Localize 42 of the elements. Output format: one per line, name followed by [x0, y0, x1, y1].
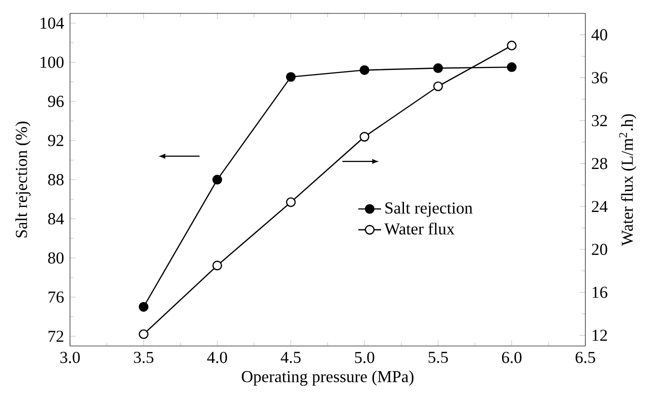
y2-axis-title: Water flux (L/m$^{2}$.h) [619, 114, 636, 246]
y-tick-label: 72 [48, 330, 64, 342]
point [212, 174, 222, 185]
x-tick-label: 3.0 [60, 352, 80, 364]
x-axis-title: Operating pressure (MPa) [242, 370, 414, 386]
point [286, 197, 296, 208]
x-tick-label: 6.5 [576, 352, 596, 364]
point [138, 302, 148, 312]
legend-label: Water flux [384, 222, 455, 235]
point [360, 132, 370, 142]
y-tick-label: 92 [48, 134, 64, 146]
point [138, 329, 148, 340]
y2-tick-label: 12 [592, 330, 607, 341]
point [286, 72, 296, 82]
y2-tick-label: 20 [592, 244, 608, 256]
x-tick-label: 4.5 [280, 352, 301, 364]
point [212, 260, 222, 270]
point [433, 63, 443, 73]
y2-tick-label: 16 [592, 286, 608, 298]
point [506, 40, 517, 50]
legend-label: Salt rejection [385, 202, 472, 218]
x-tick-label: 6.0 [502, 352, 522, 364]
point [506, 62, 517, 72]
y2-tick-label: 40 [591, 29, 608, 40]
y2-tick-label: 24 [592, 200, 608, 212]
point [433, 81, 443, 92]
y-axis-title: Salt rejection (%) [15, 122, 30, 238]
y-tick-label: 80 [48, 252, 64, 264]
x-tick-label: 5.0 [355, 352, 374, 364]
y-tick-label: 100 [40, 56, 64, 68]
point [360, 65, 370, 75]
y-tick-label: 76 [48, 291, 64, 303]
y-tick-label: 104 [40, 18, 64, 29]
y2-tick-label: 28 [592, 158, 608, 170]
y2-tick-label: 32 [592, 115, 607, 126]
x-tick-label: 5.5 [428, 352, 448, 363]
x-tick-label: 3.5 [134, 352, 154, 364]
y-tick-label: 96 [48, 96, 64, 107]
y-tick-label: 84 [48, 213, 64, 224]
y-tick-label: 88 [48, 174, 64, 186]
x-tick-label: 4.0 [207, 352, 228, 364]
y2-tick-label: 36 [592, 72, 608, 84]
